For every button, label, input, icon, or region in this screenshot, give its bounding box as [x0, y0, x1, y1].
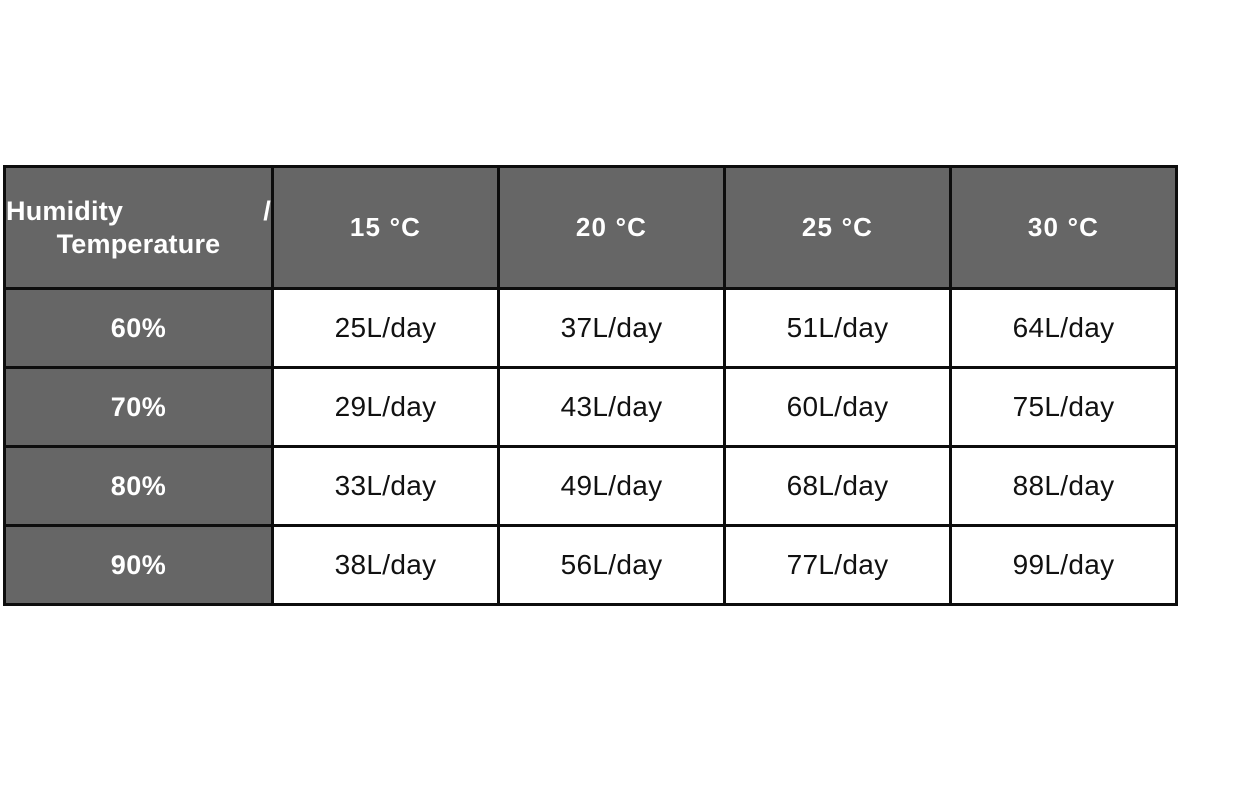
capacity-table-container: Humidity / Temperature 15 °C 20 °C 25 °C…: [3, 165, 1178, 606]
cell-90-20c: 56L/day: [497, 524, 726, 606]
cell-80-30c: 88L/day: [949, 445, 1178, 527]
cell-80-20c: 49L/day: [497, 445, 726, 527]
column-header-15c: 15 °C: [271, 165, 500, 290]
cell-60-15c: 25L/day: [271, 287, 500, 369]
table-row: 60% 25L/day 37L/day 51L/day 64L/day: [3, 287, 1178, 369]
cell-60-20c: 37L/day: [497, 287, 726, 369]
row-header-70: 70%: [3, 366, 274, 448]
cell-90-30c: 99L/day: [949, 524, 1178, 606]
table-row: 80% 33L/day 49L/day 68L/day 88L/day: [3, 445, 1178, 527]
table-row: 90% 38L/day 56L/day 77L/day 99L/day: [3, 524, 1178, 606]
corner-header-line-1: Humidity /: [6, 195, 271, 228]
row-header-80: 80%: [3, 445, 274, 527]
column-header-30c: 30 °C: [949, 165, 1178, 290]
corner-header-slash: /: [263, 195, 271, 226]
cell-70-25c: 60L/day: [723, 366, 952, 448]
cell-70-30c: 75L/day: [949, 366, 1178, 448]
cell-90-25c: 77L/day: [723, 524, 952, 606]
corner-header-inner: Humidity / Temperature: [6, 195, 271, 261]
cell-80-15c: 33L/day: [271, 445, 500, 527]
table-row: 70% 29L/day 43L/day 60L/day 75L/day: [3, 366, 1178, 448]
cell-60-30c: 64L/day: [949, 287, 1178, 369]
dehumidifier-capacity-table: Humidity / Temperature 15 °C 20 °C 25 °C…: [3, 165, 1178, 606]
corner-header-cell: Humidity / Temperature: [3, 165, 274, 290]
row-header-90: 90%: [3, 524, 274, 606]
corner-header-humidity-label: Humidity: [6, 195, 124, 226]
cell-80-25c: 68L/day: [723, 445, 952, 527]
corner-header-temperature-label: Temperature: [56, 228, 221, 259]
cell-60-25c: 51L/day: [723, 287, 952, 369]
cell-90-15c: 38L/day: [271, 524, 500, 606]
column-header-25c: 25 °C: [723, 165, 952, 290]
cell-70-20c: 43L/day: [497, 366, 726, 448]
cell-70-15c: 29L/day: [271, 366, 500, 448]
table-header-row: Humidity / Temperature 15 °C 20 °C 25 °C…: [3, 165, 1178, 290]
row-header-60: 60%: [3, 287, 274, 369]
column-header-20c: 20 °C: [497, 165, 726, 290]
